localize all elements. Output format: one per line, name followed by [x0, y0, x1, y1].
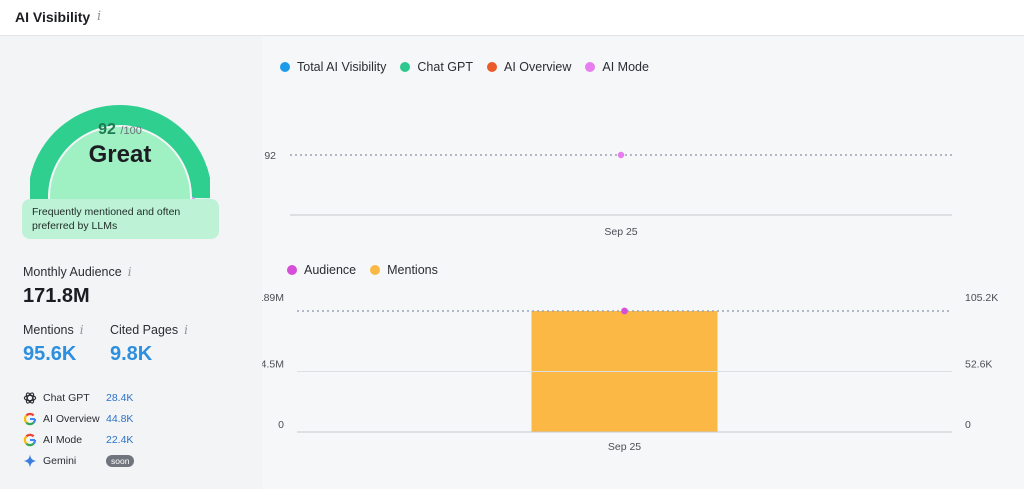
y-right-tick-label: 0: [965, 419, 971, 431]
gauge-arc: [28, 105, 212, 226]
y-right-tick-label: 105.2K: [965, 292, 998, 304]
y-left-tick-label: 0: [278, 419, 284, 431]
data-point: [617, 151, 625, 159]
summary-panel: 92 /100 Great Frequently mentioned and o…: [0, 37, 260, 489]
info-icon[interactable]: i: [127, 265, 132, 279]
google-icon: [23, 412, 37, 426]
google-icon: [23, 433, 37, 447]
source-value[interactable]: 28.4K: [106, 392, 134, 404]
score-value: 92 /100: [30, 121, 210, 139]
source-name: Gemini: [43, 455, 77, 467]
gemini-icon: [23, 454, 37, 468]
legend-dot: [585, 62, 596, 72]
y-left-tick-label: 94.5M: [262, 359, 284, 371]
audience-point[interactable]: [621, 307, 628, 315]
x-tick-label: Sep 25: [608, 441, 641, 453]
score-description: Frequently mentioned and often preferred…: [22, 199, 219, 239]
source-row-ai-mode: AI Mode 22.4K: [23, 432, 153, 450]
mentions-label: Mentions i: [23, 323, 84, 337]
top-chart-legend: Total AI Visibility Chat GPT AI Overview…: [280, 60, 649, 74]
source-row-gemini: Gemini soon: [23, 453, 153, 471]
monthly-audience-label: Monthly Audience i: [23, 265, 132, 279]
bottom-chart-legend: Audience Mentions: [287, 263, 438, 277]
legend-item-ai-overview[interactable]: AI Overview: [486, 60, 571, 74]
legend-dot: [400, 62, 411, 72]
legend-dot: [280, 62, 290, 72]
legend-item-audience[interactable]: Audience: [287, 263, 356, 277]
legend-dot: [287, 265, 297, 275]
monthly-audience-value: 171.8M: [23, 285, 90, 307]
widget-title: AI Visibility: [15, 9, 91, 25]
visibility-chart: 92 Sep 25: [264, 150, 952, 238]
y-left-tick-label: 189M: [262, 292, 284, 304]
score-grade: Great: [88, 141, 152, 168]
source-value[interactable]: 44.8K: [106, 413, 134, 425]
cited-pages-value[interactable]: 9.8K: [110, 343, 153, 365]
charts-panel: Total AI Visibility Chat GPT AI Overview…: [262, 37, 1024, 489]
legend-dot: [486, 62, 497, 72]
y-tick-label: 92: [264, 150, 276, 162]
cited-pages-label: Cited Pages i: [110, 323, 188, 337]
info-icon[interactable]: i: [97, 9, 102, 24]
legend-item-chat-gpt[interactable]: Chat GPT: [400, 60, 473, 74]
legend-item-total-ai-visibility[interactable]: Total AI Visibility: [280, 60, 386, 74]
info-icon[interactable]: i: [184, 323, 188, 337]
soon-badge: soon: [106, 455, 135, 467]
info-icon[interactable]: i: [79, 323, 84, 337]
legend-item-mentions[interactable]: Mentions: [370, 263, 438, 277]
source-value[interactable]: 22.4K: [106, 434, 134, 446]
audience-mentions-chart: 0 94.5M 189M 0 52.6K 105.2K Sep 25: [262, 292, 998, 453]
mentions-value[interactable]: 95.6K: [23, 343, 77, 365]
legend-dot: [370, 265, 381, 275]
source-name: AI Overview: [43, 413, 100, 425]
x-tick-label: Sep 25: [604, 226, 637, 238]
chatgpt-icon: [23, 391, 37, 405]
legend-item-ai-mode[interactable]: AI Mode: [585, 60, 649, 74]
y-right-tick-label: 52.6K: [965, 359, 992, 371]
score-number: 92: [98, 121, 116, 138]
source-name: Chat GPT: [43, 392, 90, 404]
source-row-chatgpt: Chat GPT 28.4K: [23, 390, 153, 408]
widget-header: AI Visibility i: [0, 0, 1024, 36]
source-row-ai-overview: AI Overview 44.8K: [23, 411, 153, 429]
score-max: /100: [120, 125, 142, 137]
source-name: AI Mode: [43, 434, 83, 446]
